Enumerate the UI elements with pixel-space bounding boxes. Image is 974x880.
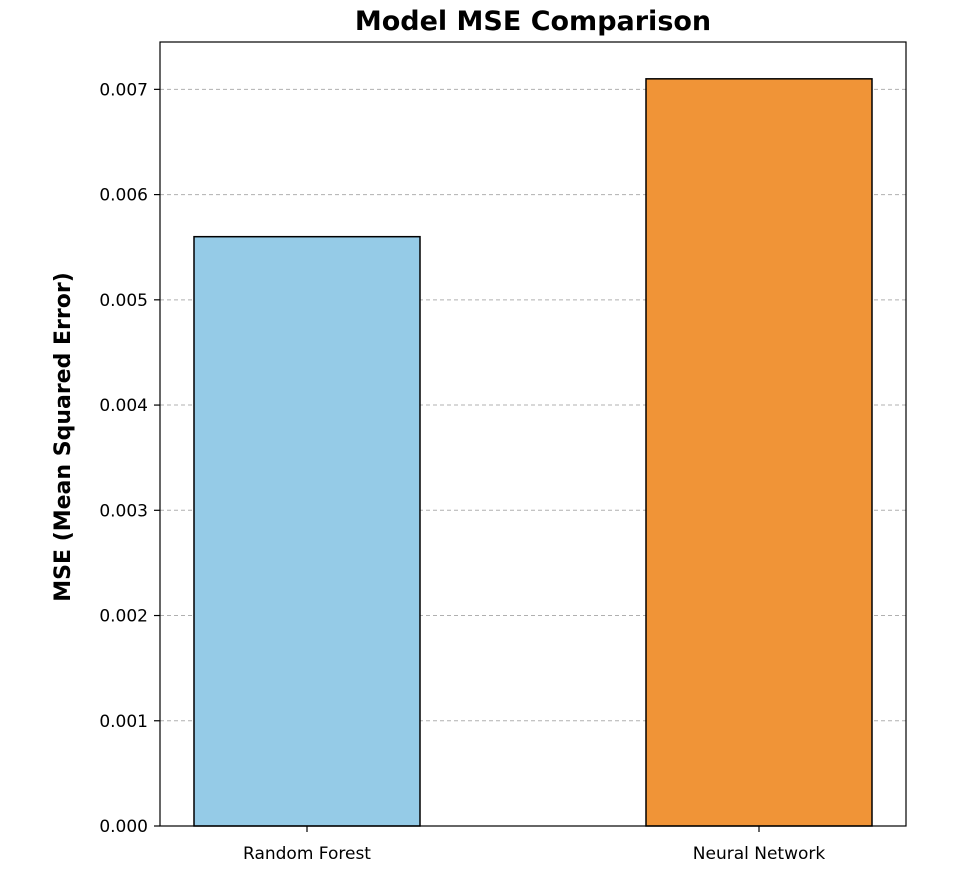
y-axis-label: MSE (Mean Squared Error) — [51, 272, 76, 601]
y-tick-label: 0.006 — [99, 186, 148, 206]
chart-title: Model MSE Comparison — [355, 6, 711, 37]
y-tick-label: 0.002 — [99, 607, 148, 627]
y-tick-label: 0.007 — [99, 80, 148, 100]
grid-lines — [160, 88, 906, 722]
y-tick-label: 0.000 — [99, 817, 148, 837]
y-axis-ticks: 0.000 0.001 0.002 0.003 0.004 0.005 0.006 0.007 — [99, 80, 160, 837]
bars — [193, 78, 873, 827]
x-tick-label: Neural Network — [693, 844, 826, 864]
x-tick-label: Random Forest — [243, 844, 371, 864]
bar-neural-network — [645, 78, 873, 827]
bar-random-forest — [193, 235, 421, 827]
y-tick-label: 0.003 — [99, 501, 148, 521]
plot-area-frame — [159, 41, 907, 827]
y-tick-label: 0.001 — [99, 712, 148, 732]
y-tick-label: 0.005 — [99, 291, 148, 311]
x-axis-ticks: Random Forest Neural Network — [243, 826, 825, 864]
y-tick-label: 0.004 — [99, 396, 148, 416]
